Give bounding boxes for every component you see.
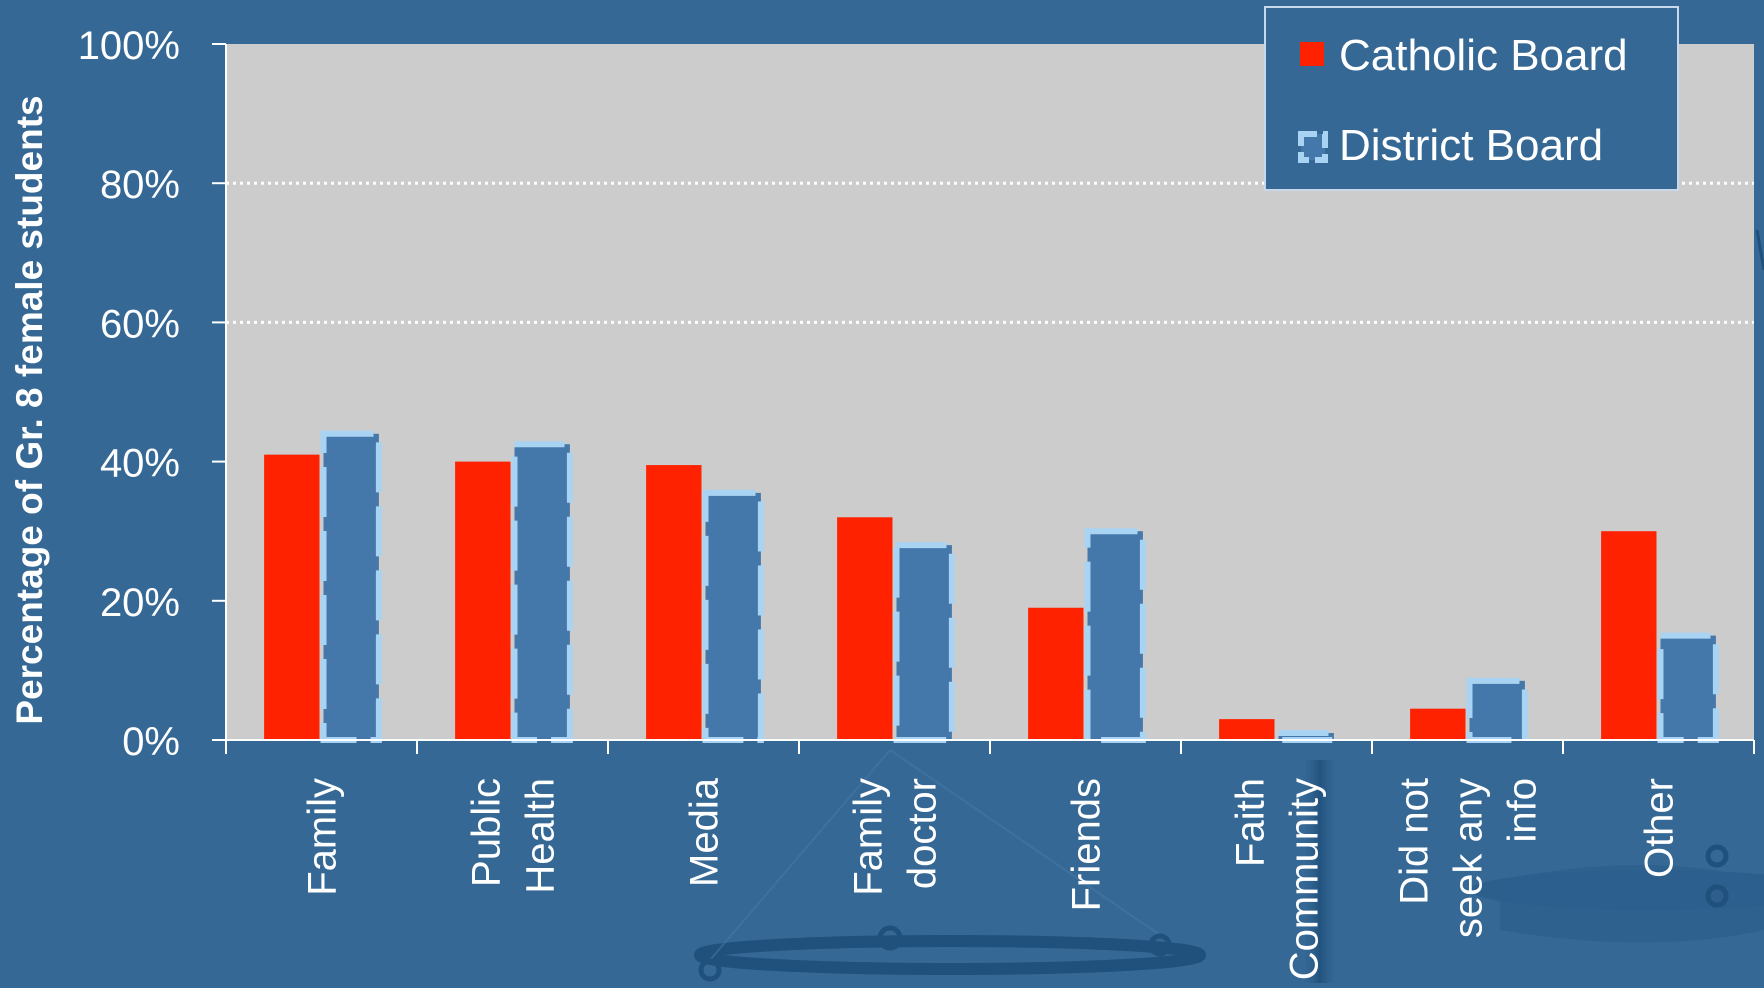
background-decoration <box>694 229 1764 983</box>
y-tick-label: 40% <box>100 442 180 486</box>
legend-swatch-catholic-board <box>1300 42 1324 66</box>
y-tick-label: 20% <box>100 581 180 625</box>
bar-district-board-did-not-seek-any-info <box>1466 677 1528 744</box>
bar-district-board-family <box>320 430 382 743</box>
x-tick-label-faith-community: Faith Community <box>1229 778 1327 980</box>
bar-catholic-board-friends <box>1028 607 1084 740</box>
legend: Catholic Board District Board <box>1264 6 1679 191</box>
bar-catholic-board-other <box>1601 531 1657 740</box>
bar-district-board-friends <box>1084 528 1146 744</box>
axes <box>212 43 1755 754</box>
x-tick-labels: Family Public Health Media Family doctor Frien… <box>301 777 1682 980</box>
bar-catholic-board-media <box>646 465 702 740</box>
y-tick-label: 60% <box>100 302 180 346</box>
bar-catholic-board-did-not-seek-any-info <box>1410 708 1466 740</box>
y-tick-label: 100% <box>78 24 180 68</box>
legend-swatch-district-board <box>1298 131 1328 163</box>
legend-box <box>1264 6 1679 191</box>
x-tick-label-family: Family <box>301 778 345 896</box>
y-tick-labels: 0% 20% 40% 60% 80% 100% <box>78 24 180 764</box>
x-tick-label-other: Other <box>1638 778 1682 878</box>
bar-catholic-board-public-health <box>455 461 511 740</box>
legend-item-district-board: District Board <box>1298 121 1603 170</box>
x-tick-label-did-not-seek-any-info: Did not seek any info <box>1393 778 1545 938</box>
bar-catholic-board-family <box>264 454 320 740</box>
bar-district-board-family-doctor <box>893 542 955 743</box>
legend-label-district-board: District Board <box>1339 121 1603 170</box>
bar-catholic-board-family-doctor <box>837 517 893 740</box>
y-axis-label: Percentage of Gr. 8 female students <box>9 95 50 724</box>
bar-catholic-board-faith-community <box>1219 719 1275 740</box>
legend-item-catholic-board: Catholic Board <box>1300 31 1628 80</box>
x-tick-label-friends: Friends <box>1065 778 1109 911</box>
grid-lines <box>226 181 1754 324</box>
x-tick-label-public-health: Public Health <box>465 778 563 894</box>
x-tick-label-family-doctor: Family doctor <box>847 778 945 896</box>
bar-district-board-media <box>702 489 764 744</box>
bar-district-board-public-health <box>511 441 573 743</box>
y-tick-label: 0% <box>122 720 180 764</box>
x-tick-label-media: Media <box>683 777 727 887</box>
bar-district-board-other <box>1657 632 1719 743</box>
bars <box>264 430 1719 744</box>
bar-district-board-faith-community <box>1275 730 1337 743</box>
legend-label-catholic-board: Catholic Board <box>1339 31 1628 80</box>
y-tick-label: 80% <box>100 163 180 207</box>
